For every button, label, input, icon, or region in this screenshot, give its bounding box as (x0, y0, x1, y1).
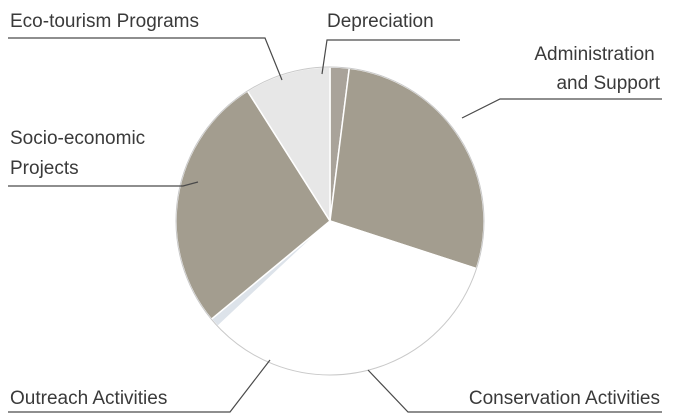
slice-labels: Eco-tourism Programs Depreciation Admini… (10, 11, 661, 409)
leader-line-conservation (367, 369, 662, 413)
leader-line-outreach (8, 359, 271, 413)
label-eco-tourism: Eco-tourism Programs (10, 11, 199, 32)
label-conservation: Conservation Activities (469, 388, 660, 409)
leader-line-administration (461, 98, 662, 119)
leader-line-depreciation (321, 39, 460, 75)
label-socio-economic: Socio-economic Projects (10, 128, 150, 179)
leader-line-eco-tourism (8, 37, 283, 81)
label-depreciation: Depreciation (327, 11, 434, 32)
label-administration-support: Administration and Support (534, 44, 660, 94)
label-outreach: Outreach Activities (10, 388, 167, 409)
pie-outline (175, 66, 485, 376)
leader-lines (8, 37, 662, 413)
pie-slices (175, 66, 485, 376)
leader-line-socio-economic (8, 181, 199, 187)
